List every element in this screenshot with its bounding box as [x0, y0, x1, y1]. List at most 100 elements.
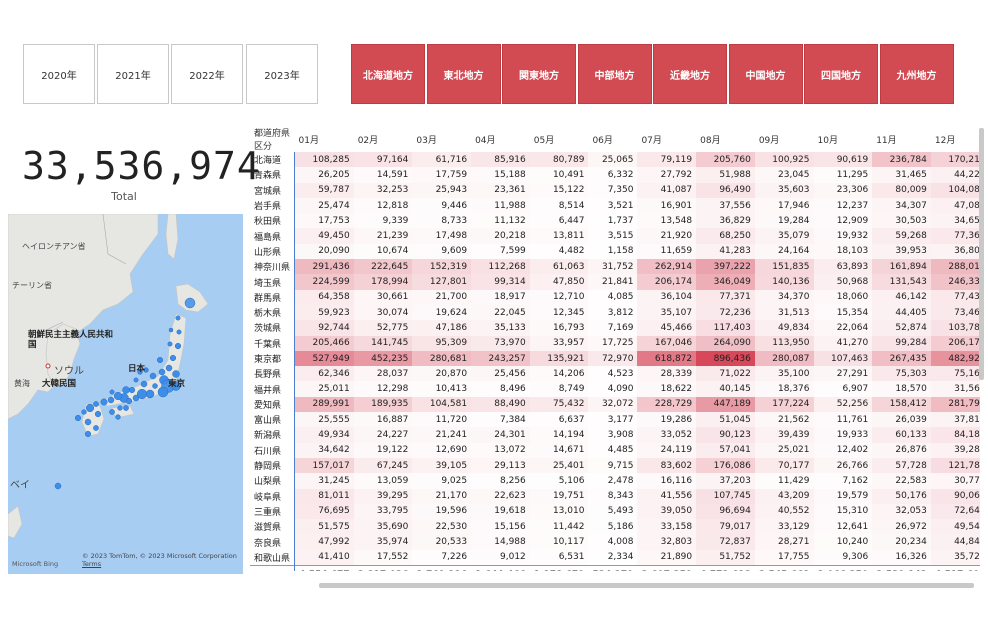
region-button-2[interactable]: 関東地方	[502, 44, 576, 104]
value-cell[interactable]: 151,835	[754, 259, 814, 275]
value-cell[interactable]: 7,226	[412, 549, 472, 566]
value-cell[interactable]: 11,429	[754, 473, 814, 489]
value-cell[interactable]: 6,447	[529, 213, 589, 229]
value-cell[interactable]: 18,103	[813, 243, 873, 260]
value-cell[interactable]: 12,345	[529, 304, 589, 321]
prefecture-cell[interactable]: 三重県	[250, 503, 296, 520]
value-cell[interactable]: 62,346	[294, 366, 354, 382]
prefecture-cell[interactable]: 福島県	[250, 228, 296, 244]
value-cell[interactable]: 43,209	[754, 488, 814, 504]
value-cell[interactable]: 107,745	[696, 488, 755, 504]
value-cell[interactable]: 7,162	[813, 473, 873, 489]
value-cell[interactable]: 36,800	[930, 243, 980, 260]
column-header-month[interactable]: 05月	[533, 135, 555, 146]
prefecture-cell[interactable]: 茨城県	[250, 320, 296, 336]
value-cell[interactable]: 51,988	[696, 167, 755, 183]
value-cell[interactable]: 262,914	[637, 259, 697, 275]
table-row[interactable]: 長野県 62,346 28,037 20,870 25,456 14,206 4,523 28…	[250, 366, 980, 382]
value-cell[interactable]: 33,129	[754, 519, 814, 535]
value-cell[interactable]: 44,405	[872, 304, 931, 321]
column-header-month[interactable]: 02月	[357, 135, 379, 146]
value-cell[interactable]: 11,720	[412, 412, 472, 428]
value-cell[interactable]: 51,045	[696, 412, 755, 428]
value-cell[interactable]: 39,282	[930, 442, 980, 458]
value-cell[interactable]: 167,046	[637, 335, 697, 351]
value-cell[interactable]: 12,402	[813, 442, 873, 458]
table-row[interactable]: 福島県 49,450 21,239 17,498 20,218 13,811 3,515 21…	[250, 228, 980, 244]
value-cell[interactable]: 34,307	[872, 197, 931, 214]
table-row[interactable]: 秋田県 17,753 9,339 8,733 11,132 6,447 1,737 13,54…	[250, 213, 980, 229]
value-cell[interactable]: 20,533	[412, 534, 472, 550]
value-cell[interactable]: 30,661	[353, 289, 413, 305]
region-button-5[interactable]: 中国地方	[728, 44, 803, 104]
value-cell[interactable]: 21,700	[412, 289, 472, 305]
value-cell[interactable]: 13,811	[529, 228, 589, 244]
value-cell[interactable]: 4,485	[588, 442, 638, 458]
value-cell[interactable]: 52,775	[353, 320, 413, 336]
value-cell[interactable]: 206,175	[930, 335, 980, 351]
value-cell[interactable]: 618,872	[637, 350, 697, 367]
value-cell[interactable]: 36,104	[637, 289, 697, 305]
value-cell[interactable]: 4,008	[588, 534, 638, 550]
region-button-6[interactable]: 四国地方	[804, 44, 878, 104]
value-cell[interactable]: 25,065	[588, 152, 638, 168]
value-cell[interactable]: 131,543	[872, 274, 931, 290]
value-cell[interactable]: 75,303	[872, 366, 931, 382]
value-cell[interactable]: 14,591	[353, 167, 413, 183]
value-cell[interactable]: 68,250	[696, 228, 755, 244]
table-row[interactable]: 茨城県 92,744 52,775 47,186 35,133 16,793 7,169 45…	[250, 320, 980, 336]
value-cell[interactable]: 41,556	[637, 488, 697, 504]
value-cell[interactable]: 81,011	[294, 488, 354, 504]
value-cell[interactable]: 27,291	[813, 366, 873, 382]
value-cell[interactable]: 23,361	[471, 182, 530, 198]
value-cell[interactable]: 152,319	[412, 259, 472, 275]
value-cell[interactable]: 16,116	[637, 473, 697, 489]
value-cell[interactable]: 24,301	[471, 427, 530, 443]
prefecture-cell[interactable]: 群馬県	[250, 289, 296, 305]
value-cell[interactable]: 18,376	[754, 381, 814, 397]
value-cell[interactable]: 90,063	[930, 488, 980, 504]
value-cell[interactable]: 12,909	[813, 213, 873, 229]
value-cell[interactable]: 22,064	[813, 320, 873, 336]
value-cell[interactable]: 11,761	[813, 412, 873, 428]
value-cell[interactable]: 9,609	[412, 243, 472, 260]
value-cell[interactable]: 107,463	[813, 350, 873, 367]
value-cell[interactable]: 17,755	[754, 549, 814, 566]
value-cell[interactable]: 9,012	[471, 549, 530, 566]
value-cell[interactable]: 67,245	[353, 457, 413, 474]
value-cell[interactable]: 11,988	[471, 197, 530, 214]
prefecture-cell[interactable]: 北海道	[250, 152, 296, 168]
prefecture-cell[interactable]: 長野県	[250, 366, 296, 382]
value-cell[interactable]: 9,025	[412, 473, 472, 489]
value-cell[interactable]: 41,270	[813, 335, 873, 351]
value-cell[interactable]: 8,256	[471, 473, 530, 489]
value-cell[interactable]: 80,009	[872, 182, 931, 198]
value-cell[interactable]: 5,493	[588, 503, 638, 520]
value-cell[interactable]: 37,203	[696, 473, 755, 489]
region-button-1[interactable]: 東北地方	[426, 44, 501, 104]
value-cell[interactable]: 18,917	[471, 289, 530, 305]
value-cell[interactable]: 3,515	[588, 228, 638, 244]
value-cell[interactable]: 73,970	[471, 335, 530, 351]
value-cell[interactable]: 20,218	[471, 228, 530, 244]
table-row[interactable]: 山形県 20,090 10,674 9,609 7,599 4,482 1,158 11,65…	[250, 243, 980, 260]
region-button-4[interactable]: 近畿地方	[653, 44, 727, 104]
value-cell[interactable]: 35,603	[754, 182, 814, 198]
value-cell[interactable]: 236,784	[872, 152, 931, 168]
value-cell[interactable]: 70,177	[754, 457, 814, 474]
year-slicer-0[interactable]: 2020年	[23, 44, 95, 104]
value-cell[interactable]: 32,072	[588, 396, 638, 413]
value-cell[interactable]: 4,523	[588, 366, 638, 382]
table-row[interactable]: 富山県 25,555 16,887 11,720 7,384 6,637 3,177 19,2…	[250, 412, 980, 428]
value-cell[interactable]: 25,011	[294, 381, 354, 397]
value-cell[interactable]: 73,469	[930, 304, 980, 321]
value-cell[interactable]: 76,695	[294, 503, 354, 520]
value-cell[interactable]: 158,412	[872, 396, 931, 413]
prefecture-cell[interactable]: 山梨県	[250, 473, 296, 489]
value-cell[interactable]: 72,837	[696, 534, 755, 550]
value-cell[interactable]: 1,158	[588, 243, 638, 260]
value-cell[interactable]: 246,330	[930, 274, 980, 290]
value-cell[interactable]: 11,659	[637, 243, 697, 260]
column-header-prefecture[interactable]: 都道府県区分	[254, 129, 291, 152]
value-cell[interactable]: 29,113	[471, 457, 530, 474]
